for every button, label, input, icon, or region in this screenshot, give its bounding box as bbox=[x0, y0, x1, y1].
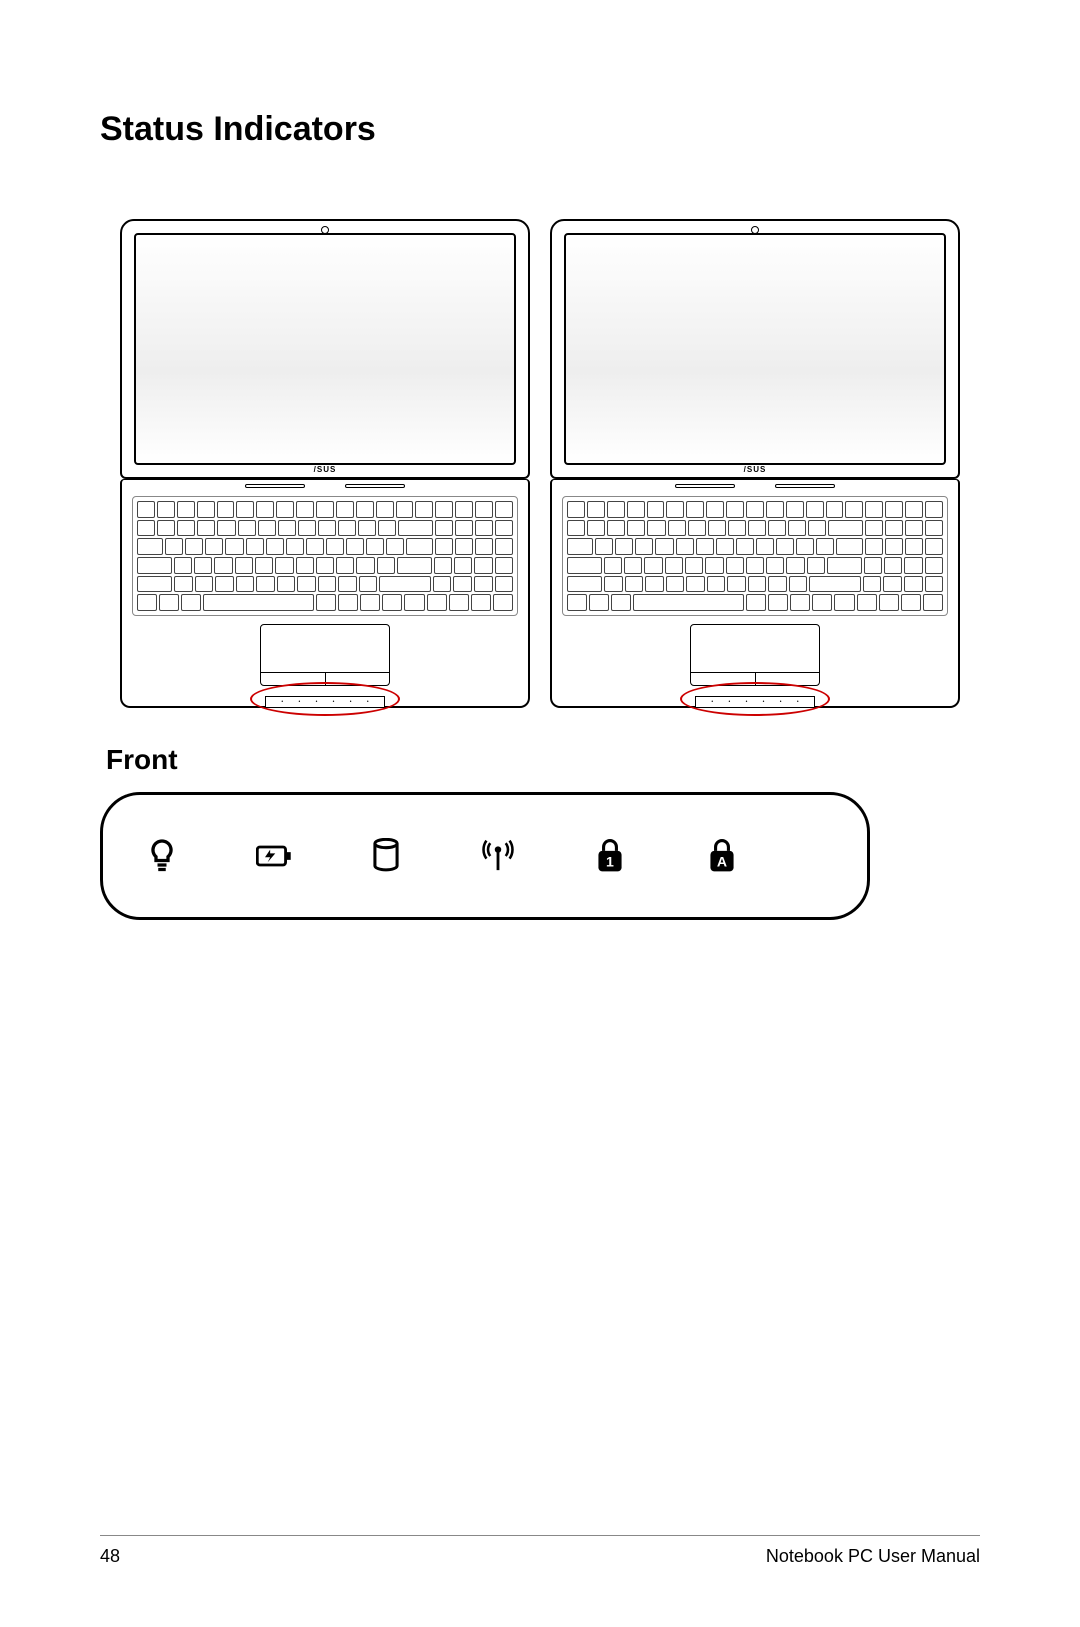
touchpad-icon bbox=[260, 624, 390, 686]
page-footer: 48 Notebook PC User Manual bbox=[100, 1535, 980, 1567]
lightbulb-icon bbox=[141, 835, 183, 877]
brand-label: /SUS bbox=[744, 465, 767, 474]
lock-badge-a: A bbox=[717, 853, 727, 869]
keyboard-diagram bbox=[132, 496, 518, 616]
manual-page: Status Indicators /SUS •••••• bbox=[0, 0, 1080, 1627]
antenna-icon bbox=[477, 835, 519, 877]
hinge-icon bbox=[562, 484, 948, 490]
lock-1-icon: 1 bbox=[589, 835, 631, 877]
cylinder-icon bbox=[365, 835, 407, 877]
laptop-diagram: /SUS •••••• bbox=[120, 219, 530, 708]
section-subhead: Front bbox=[106, 744, 980, 776]
hinge-icon bbox=[132, 484, 518, 490]
laptop-screen bbox=[564, 233, 946, 465]
webcam-icon bbox=[740, 227, 770, 233]
laptop-lid: /SUS bbox=[550, 219, 960, 479]
laptop-diagrams: /SUS •••••• bbox=[120, 219, 980, 708]
page-title: Status Indicators bbox=[100, 110, 980, 149]
page-number: 48 bbox=[100, 1546, 120, 1567]
indicator-icon-panel: 1 A bbox=[100, 792, 870, 920]
laptop-base: •••••• bbox=[120, 479, 530, 708]
laptop-screen bbox=[134, 233, 516, 465]
touchpad-icon bbox=[690, 624, 820, 686]
keyboard-diagram bbox=[562, 496, 948, 616]
brand-label: /SUS bbox=[314, 465, 337, 474]
indicator-strip-icon: •••••• bbox=[265, 696, 385, 708]
laptop-diagram: /SUS •••••• bbox=[550, 219, 960, 708]
battery-icon bbox=[253, 835, 295, 877]
laptop-lid: /SUS bbox=[120, 219, 530, 479]
lock-badge-1: 1 bbox=[606, 853, 614, 869]
laptop-base: •••••• bbox=[550, 479, 960, 708]
indicator-strip-icon: •••••• bbox=[695, 696, 815, 708]
lock-a-icon: A bbox=[701, 835, 743, 877]
webcam-icon bbox=[310, 227, 340, 233]
footer-label: Notebook PC User Manual bbox=[766, 1546, 980, 1567]
